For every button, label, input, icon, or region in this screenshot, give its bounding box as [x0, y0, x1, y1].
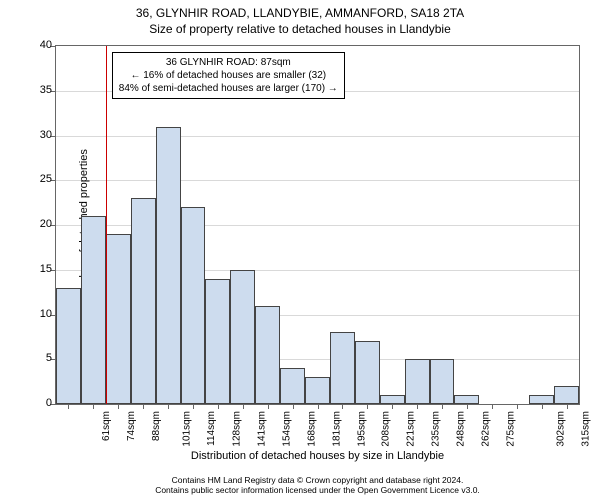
xtick-mark: [342, 404, 343, 409]
xtick-label: 221sqm: [406, 411, 417, 447]
annotation-line: ← 16% of detached houses are smaller (32…: [119, 69, 338, 82]
xtick-label: 101sqm: [182, 411, 193, 447]
xtick-mark: [68, 404, 69, 409]
title-main: 36, GLYNHIR ROAD, LLANDYBIE, AMMANFORD, …: [0, 6, 600, 20]
histogram-bar: [330, 332, 355, 404]
xtick-mark: [367, 404, 368, 409]
title-sub: Size of property relative to detached ho…: [0, 22, 600, 36]
xtick-label: 181sqm: [331, 411, 342, 447]
ytick-label: 35: [40, 84, 52, 96]
ytick-label: 15: [40, 263, 52, 275]
histogram-bar: [56, 288, 81, 404]
x-axis-label: Distribution of detached houses by size …: [55, 450, 580, 462]
xtick-mark: [93, 404, 94, 409]
histogram-bar: [454, 395, 479, 404]
annotation-line: 84% of semi-detached houses are larger (…: [119, 82, 338, 95]
histogram-bar: [181, 207, 206, 404]
histogram-bar: [280, 368, 305, 404]
xtick-mark: [442, 404, 443, 409]
histogram-bar: [380, 395, 405, 404]
histogram-bar: [529, 395, 554, 404]
xtick-label: 88sqm: [151, 411, 162, 441]
xtick-label: 61sqm: [101, 411, 112, 441]
histogram-bar: [156, 127, 181, 404]
reference-line: [106, 46, 107, 404]
xtick-label: 114sqm: [206, 411, 217, 446]
xtick-mark: [168, 404, 169, 409]
xtick-label: 141sqm: [256, 411, 267, 447]
xtick-mark: [268, 404, 269, 409]
xtick-mark: [517, 404, 518, 409]
histogram-bar: [230, 270, 255, 404]
histogram-bar: [255, 306, 280, 404]
xtick-label: 302sqm: [555, 411, 566, 447]
xtick-mark: [542, 404, 543, 409]
plot-area: 36 GLYNHIR ROAD: 87sqm← 16% of detached …: [55, 45, 580, 405]
histogram-bar: [205, 279, 230, 404]
xtick-mark: [417, 404, 418, 409]
histogram-bar: [430, 359, 455, 404]
ytick-label: 0: [46, 397, 52, 409]
annotation-box: 36 GLYNHIR ROAD: 87sqm← 16% of detached …: [112, 52, 345, 99]
footer-line2: Contains public sector information licen…: [55, 485, 580, 496]
grid-line: [56, 136, 579, 137]
xtick-label: 315sqm: [580, 411, 591, 447]
xtick-mark: [193, 404, 194, 409]
ytick-label: 40: [40, 39, 52, 51]
xtick-mark: [218, 404, 219, 409]
ytick-label: 10: [40, 308, 52, 320]
grid-line: [56, 180, 579, 181]
histogram-bar: [305, 377, 330, 404]
histogram-bar: [554, 386, 579, 404]
xtick-label: 248sqm: [456, 411, 467, 447]
annotation-line: 36 GLYNHIR ROAD: 87sqm: [119, 56, 338, 69]
xtick-mark: [243, 404, 244, 409]
xtick-label: 154sqm: [281, 411, 292, 447]
xtick-mark: [567, 404, 568, 409]
histogram-bar: [405, 359, 430, 404]
xtick-label: 262sqm: [481, 411, 492, 447]
xtick-mark: [143, 404, 144, 409]
histogram-bar: [131, 198, 156, 404]
xtick-label: 208sqm: [381, 411, 392, 447]
xtick-label: 195sqm: [356, 411, 367, 447]
xtick-label: 128sqm: [232, 411, 243, 447]
footer-attribution: Contains HM Land Registry data © Crown c…: [55, 475, 580, 496]
histogram-bar: [355, 341, 380, 404]
xtick-label: 235sqm: [431, 411, 442, 447]
xtick-mark: [467, 404, 468, 409]
ytick-label: 30: [40, 129, 52, 141]
xtick-mark: [293, 404, 294, 409]
xtick-mark: [392, 404, 393, 409]
xtick-label: 74sqm: [126, 411, 137, 441]
chart-container: 36, GLYNHIR ROAD, LLANDYBIE, AMMANFORD, …: [0, 0, 600, 500]
xtick-label: 168sqm: [306, 411, 317, 447]
ytick-label: 5: [46, 352, 52, 364]
histogram-bar: [106, 234, 131, 404]
xtick-mark: [318, 404, 319, 409]
ytick-label: 25: [40, 173, 52, 185]
ytick-label: 20: [40, 218, 52, 230]
xtick-mark: [492, 404, 493, 409]
histogram-bar: [81, 216, 106, 404]
xtick-mark: [118, 404, 119, 409]
footer-line1: Contains HM Land Registry data © Crown c…: [55, 475, 580, 486]
xtick-label: 275sqm: [506, 411, 517, 447]
